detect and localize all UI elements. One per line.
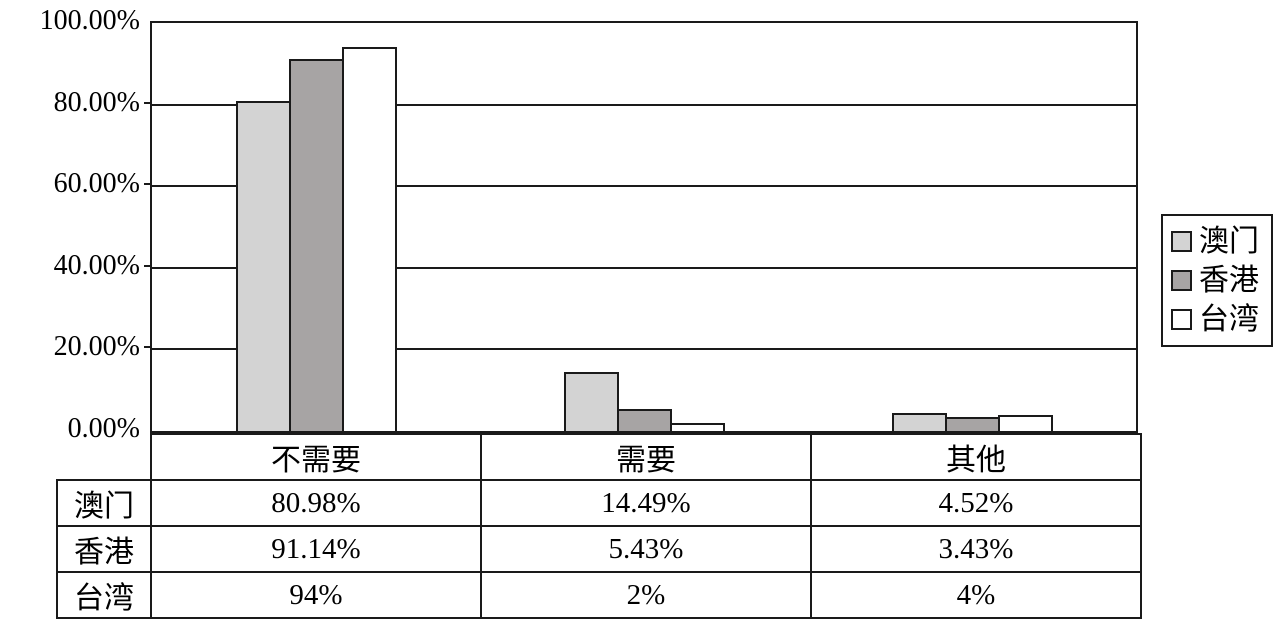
bar-香港-需要 — [616, 408, 672, 431]
legend-item-香港: 香港 — [1171, 261, 1263, 300]
value-cell: 80.98% — [150, 479, 482, 527]
bar-group-1 — [152, 23, 480, 431]
y-axis-tick-label: 100.00% — [39, 5, 140, 36]
table-row-澳门: 澳门 80.98% 14.49% 4.52% — [56, 479, 1142, 527]
bar-澳门-需要 — [563, 371, 619, 431]
bar-group-3 — [808, 23, 1136, 431]
value-cell: 91.14% — [150, 525, 482, 573]
value-cell: 3.43% — [810, 525, 1142, 573]
value-cell: 4% — [810, 571, 1142, 619]
bar-澳门-不需要 — [235, 100, 291, 431]
category-header-cell: 不需要 — [150, 433, 482, 481]
table-corner-cell — [57, 434, 152, 481]
gridline — [152, 348, 1136, 351]
table-row-台湾: 台湾 94% 2% 4% — [56, 571, 1142, 619]
y-axis-tick-label: 20.00% — [53, 331, 140, 363]
legend-label: 香港 — [1199, 263, 1259, 297]
legend-label: 台湾 — [1199, 302, 1259, 336]
bar-澳门-其他 — [891, 412, 947, 431]
series-label-cell: 香港 — [56, 525, 152, 573]
y-axis-tick-label: 60.00% — [53, 168, 140, 200]
legend-swatch-icon — [1171, 270, 1192, 291]
legend-label: 澳门 — [1199, 224, 1259, 258]
value-cell: 5.43% — [480, 525, 812, 573]
y-axis-tick-mark — [144, 346, 152, 349]
y-axis-tick-label: 80.00% — [53, 86, 140, 118]
legend-swatch-icon — [1171, 231, 1192, 252]
series-label-cell: 台湾 — [56, 571, 152, 619]
category-header-cell: 需要 — [480, 433, 812, 481]
gridline — [152, 103, 1136, 106]
plot-inner — [152, 23, 1136, 431]
legend-item-澳门: 澳门 — [1171, 222, 1263, 261]
chart-data-table: 不需要 需要 其他 澳门 80.98% 14.49% 4.52% 香港 91.14% 5.43% 3… — [56, 433, 1142, 619]
y-axis-tick-mark — [144, 101, 152, 104]
value-cell: 2% — [480, 571, 812, 619]
category-header-cell: 其他 — [810, 433, 1142, 481]
y-axis-tick-mark — [144, 264, 152, 267]
value-cell: 14.49% — [480, 479, 812, 527]
table-row-香港: 香港 91.14% 5.43% 3.43% — [56, 525, 1142, 573]
bar-香港-不需要 — [288, 59, 344, 431]
series-label-cell: 澳门 — [56, 479, 152, 527]
bar-台湾-其他 — [997, 414, 1053, 431]
gridline — [152, 185, 1136, 188]
legend: 澳门 香港 台湾 — [1161, 214, 1273, 347]
table-header-row: 不需要 需要 其他 — [57, 433, 1142, 481]
bar-台湾-不需要 — [341, 47, 397, 431]
y-axis-tick-label: 40.00% — [53, 249, 140, 281]
bar-香港-其他 — [944, 417, 1000, 431]
plot-area — [150, 21, 1138, 433]
bar-group-2 — [480, 23, 808, 431]
legend-item-台湾: 台湾 — [1171, 300, 1263, 339]
gridline — [152, 266, 1136, 269]
y-axis-tick-mark — [144, 183, 152, 186]
value-cell: 4.52% — [810, 479, 1142, 527]
value-cell: 94% — [150, 571, 482, 619]
legend-swatch-icon — [1171, 309, 1192, 330]
bar-台湾-需要 — [669, 422, 725, 431]
